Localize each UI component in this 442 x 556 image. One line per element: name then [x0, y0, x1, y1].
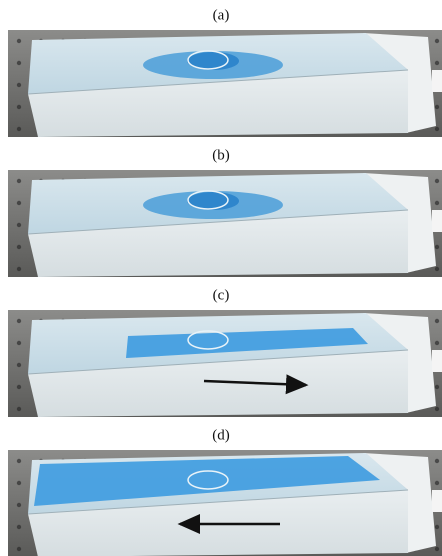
photo	[8, 450, 442, 556]
tube	[432, 70, 442, 92]
photo	[8, 310, 442, 417]
panel-label: (a)	[213, 7, 230, 23]
photo	[8, 170, 442, 277]
figure-svg: (a) (b) (c) (d)	[0, 0, 442, 556]
tube	[432, 350, 442, 372]
photo	[8, 30, 442, 137]
panel-label: (d)	[212, 427, 230, 443]
panel-label: (b)	[212, 147, 230, 163]
figure: (a) (b) (c) (d)	[0, 0, 442, 556]
panel-label: (c)	[213, 287, 230, 303]
tube	[432, 210, 442, 232]
tube	[432, 490, 442, 512]
